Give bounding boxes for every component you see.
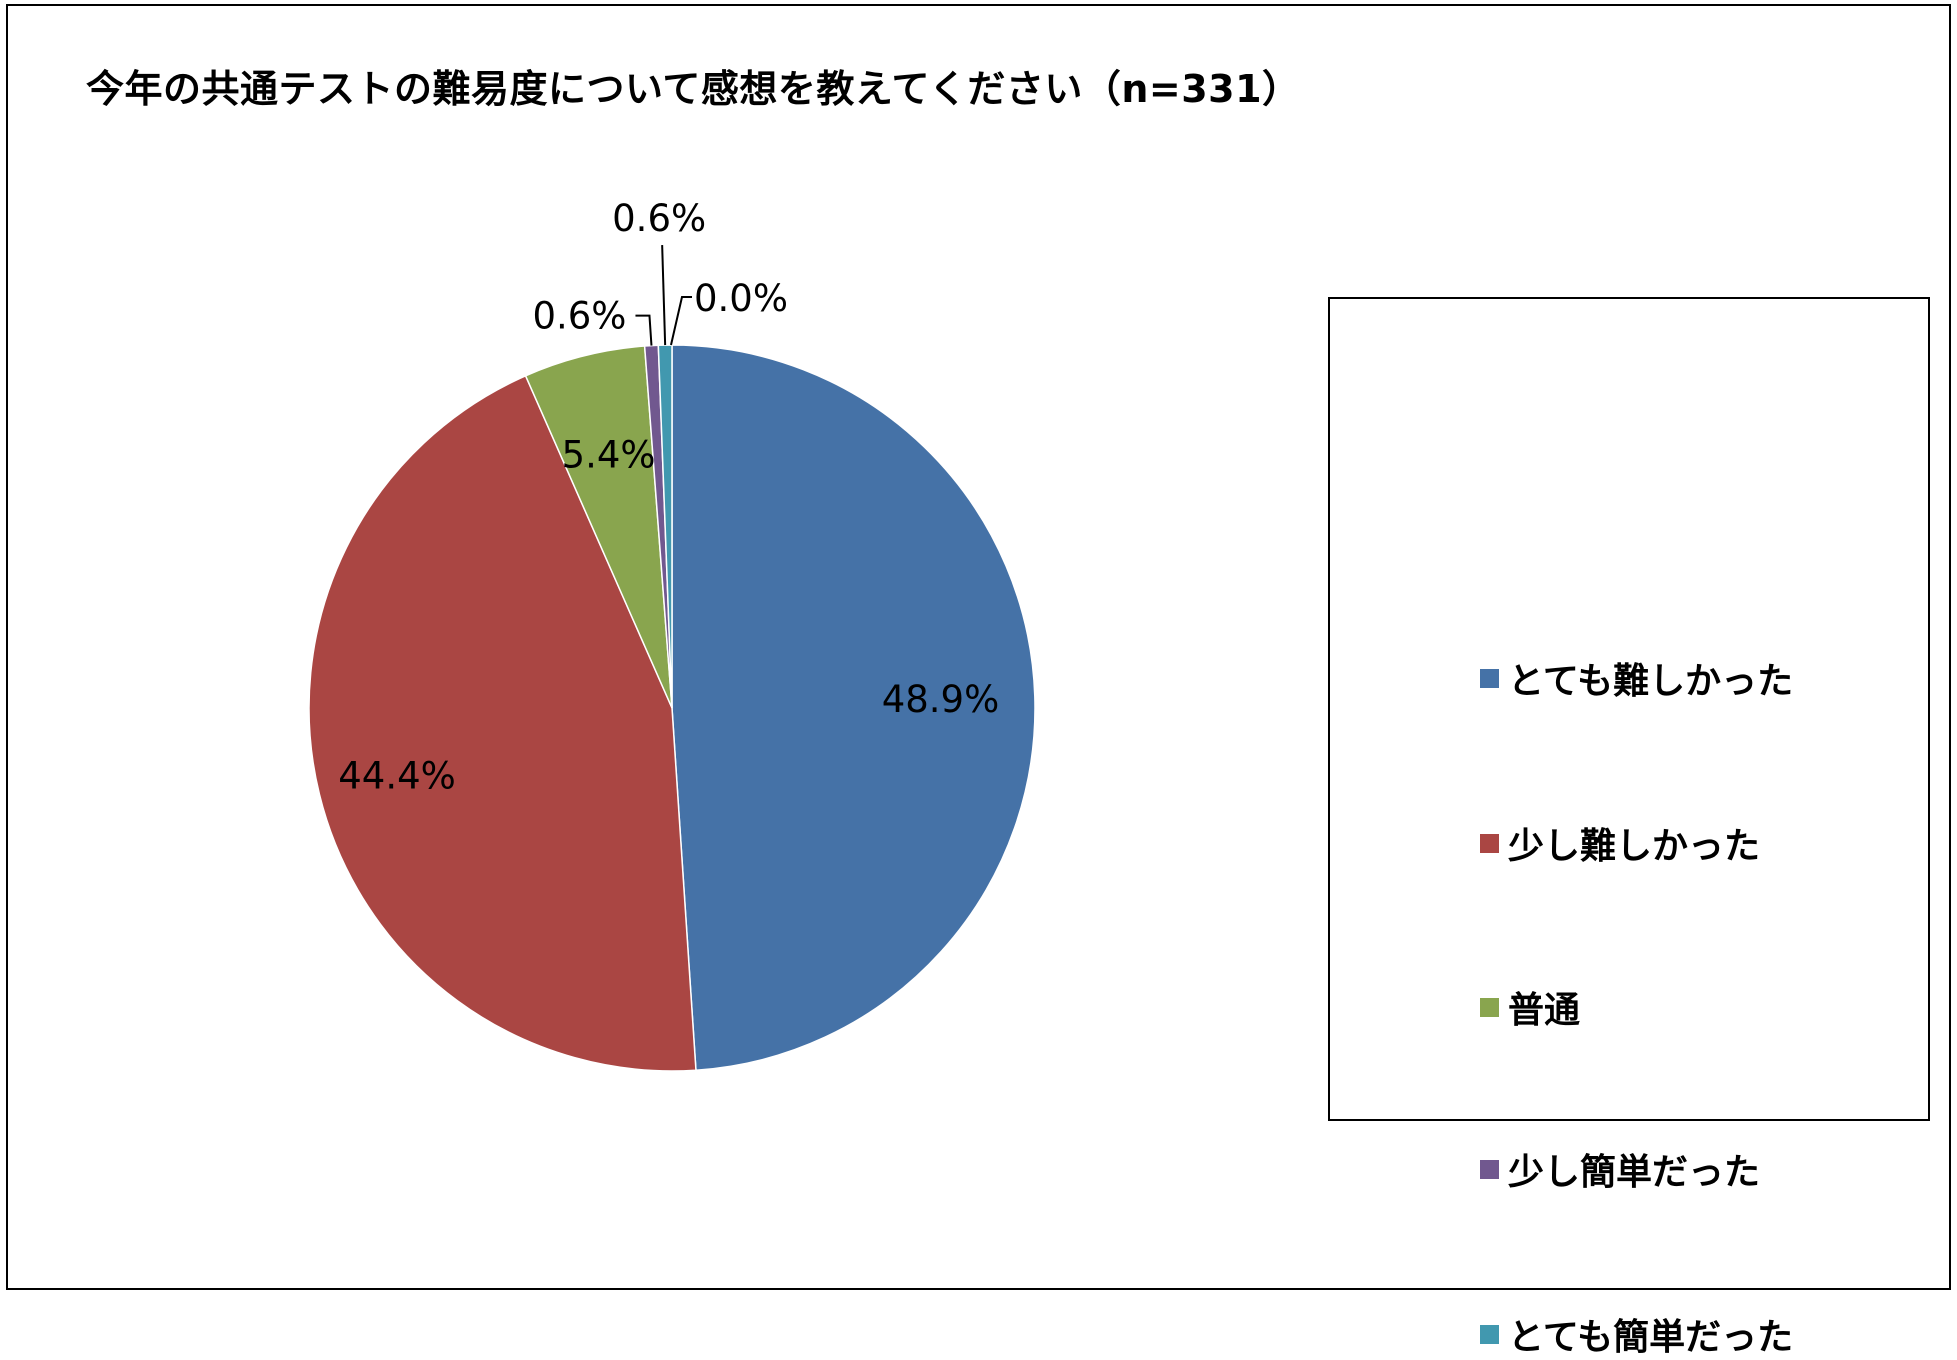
pie-slice (671, 344, 1036, 1072)
legend-label: 普通 (1508, 990, 1581, 1031)
data-label: 0.6% (532, 295, 626, 338)
legend-swatch (1480, 833, 1499, 853)
data-label: 48.9% (882, 678, 1000, 721)
legend-label: 少し簡単だった (1508, 1152, 1761, 1193)
legend-item: とても難しかった (1480, 656, 1793, 702)
legend-swatch (1480, 1159, 1499, 1179)
legend-item: 普通 (1480, 985, 1580, 1031)
legend-swatch (1480, 668, 1499, 688)
legend-item: とても簡単だった (1480, 1312, 1793, 1358)
legend-swatch (1480, 997, 1499, 1017)
chart-title: 今年の共通テストの難易度について感想を教えてください（n=331） (86, 67, 1301, 111)
data-label: 5.4% (562, 433, 656, 476)
data-label: 0.0% (694, 277, 788, 320)
legend-label: とても簡単だった (1508, 1317, 1794, 1358)
leader-line (670, 296, 692, 346)
leader-line (661, 245, 667, 346)
chart-legend: とても難しかった 少し難しかった 普通 少し簡単だった とても簡単だった (1328, 297, 1930, 1358)
legend-label: とても難しかった (1508, 661, 1794, 702)
data-label: 0.6% (612, 197, 706, 240)
legend-item: 少し難しかった (1480, 821, 1760, 867)
leader-line (635, 314, 653, 346)
pie-chart: 48.9% 44.4% 5.4% 0.6% 0.6% 0.0% (308, 197, 1036, 1072)
legend-swatch (1480, 1324, 1499, 1344)
legend-item: 少し簡単だった (1480, 1147, 1760, 1193)
pie-slice (308, 374, 697, 1072)
data-label: 44.4% (338, 754, 456, 797)
legend-label: 少し難しかった (1508, 826, 1761, 867)
